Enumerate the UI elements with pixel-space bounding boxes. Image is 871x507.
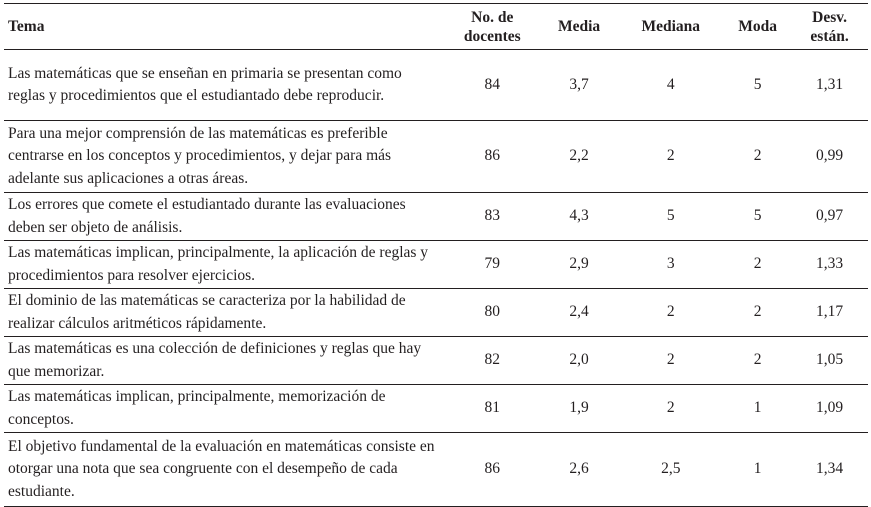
media-cell: 2,0 [569,351,589,369]
desv-cell: 1,17 [816,303,844,321]
desv-cell: 1,34 [816,460,844,478]
media-cell: 3,7 [569,75,589,93]
media-cell: 2,9 [569,255,589,273]
docentes-cell: 82 [484,351,501,369]
moda-cell: 2 [753,351,762,369]
mediana-cell: 5 [666,207,675,225]
tema-cell: Las matemáticas implican, principalmente… [8,244,429,284]
moda-cell: 5 [753,75,762,93]
desv-cell: 0,97 [816,207,844,225]
tema-cell: Las matemáticas es una colección de defi… [8,340,422,380]
desv-cell: 1,31 [816,75,844,93]
tema-cell: Para una mejor comprensión de las matemá… [8,124,392,187]
docentes-cell: 84 [484,75,501,93]
table-body: Las matemáticas que se enseñan en primar… [4,50,868,507]
media-cell: 2,6 [569,460,589,478]
table-row: El objetivo fundamental de la evaluación… [4,433,868,507]
docentes-cell: 86 [484,460,501,478]
mediana-cell: 2 [666,303,675,321]
moda-cell: 1 [753,460,762,478]
desv-cell: 1,05 [816,351,844,369]
docentes-cell: 83 [484,207,501,225]
header-docentes-line2: docentes [463,27,521,45]
tema-cell: Las matemáticas que se enseñan en primar… [8,64,402,105]
table-row: Para una mejor comprensión de las matemá… [4,121,868,193]
docentes-cell: 80 [484,303,501,321]
table-row: Las matemáticas implican, principalmente… [4,241,868,289]
media-cell: 2,4 [569,303,589,321]
desv-cell: 0,99 [816,147,844,165]
header-desv: Desv. están. [791,4,868,50]
header-desv-line2: están. [810,27,849,45]
moda-cell: 1 [753,399,762,417]
moda-cell: 2 [753,147,762,165]
docentes-cell: 81 [484,399,501,417]
tema-cell: Los errores que comete el estudiantado d… [8,196,406,236]
table-row: Las matemáticas implican, principalmente… [4,385,868,433]
media-cell: 4,3 [569,207,589,225]
tema-cell: El dominio de las matemáticas se caracte… [8,292,406,332]
header-tema: Tema [8,18,45,35]
header-mediana: Mediana [641,18,701,35]
mediana-cell: 4 [666,75,675,93]
table-row: Las matemáticas es una colección de defi… [4,337,868,385]
moda-cell: 2 [753,303,762,321]
mediana-cell: 2,5 [661,460,681,478]
statistics-table: Tema No. de docentes Media Mediana Moda D… [4,3,868,507]
docentes-cell: 86 [484,147,501,165]
desv-cell: 1,33 [816,255,844,273]
table-row: Los errores que comete el estudiantado d… [4,193,868,241]
media-cell: 2,2 [569,147,589,165]
mediana-cell: 2 [666,147,675,165]
moda-cell: 2 [753,255,762,273]
header-row: Tema No. de docentes Media Mediana Moda D… [4,3,868,50]
mediana-cell: 2 [666,399,675,417]
media-cell: 1,9 [569,399,589,417]
header-moda: Moda [738,18,777,35]
header-media: Media [558,18,601,35]
moda-cell: 5 [753,207,762,225]
mediana-cell: 3 [666,255,675,273]
header-docentes: No. de docentes [444,4,541,50]
desv-cell: 1,09 [816,399,844,417]
header-desv-line1: Desv. [812,8,848,26]
docentes-cell: 79 [484,255,501,273]
table-row: Las matemáticas que se enseñan en primar… [4,50,868,121]
header-docentes-line1: No. de [471,8,514,26]
tema-cell: Las matemáticas implican, principalmente… [8,388,386,428]
table-row: El dominio de las matemáticas se caracte… [4,289,868,337]
mediana-cell: 2 [666,351,675,369]
tema-cell: El objetivo fundamental de la evaluación… [8,437,435,500]
